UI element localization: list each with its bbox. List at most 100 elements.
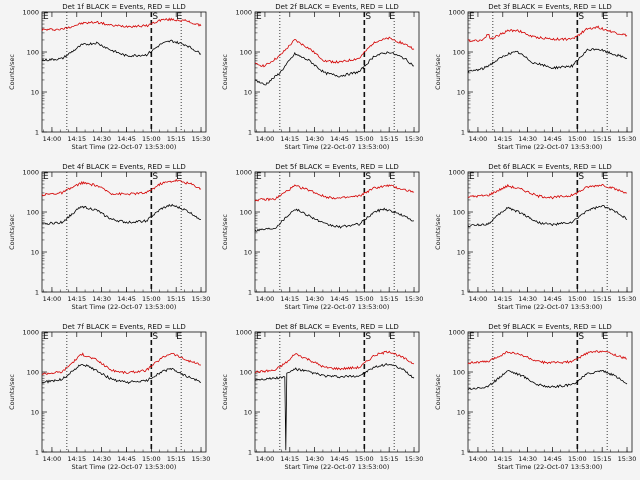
plot-frame xyxy=(254,171,420,293)
marker-left-e: E xyxy=(43,12,49,22)
y-tick-label: 1 xyxy=(461,128,465,136)
y-tick-label: 10 xyxy=(457,408,465,416)
y-tick-label: 1 xyxy=(248,128,252,136)
x-tick-label: 15:15 xyxy=(593,455,612,463)
y-tick-label: 100 xyxy=(240,368,252,376)
y-tick-label: 1 xyxy=(35,448,39,456)
marker-left-e: E xyxy=(256,12,262,22)
y-tick-label: 100 xyxy=(240,48,252,56)
chart-svg-7f: Det 7f BLACK = Events, RED = LLD 1 10 100 10… xyxy=(8,323,210,471)
y-tick-label: 10 xyxy=(457,88,465,96)
marker-s: S xyxy=(578,332,584,342)
x-axis-label: Start Time (22-Oct-07 13:53:00) xyxy=(72,303,177,311)
y-tick-label: 100 xyxy=(453,208,465,216)
y-tick-label: 10 xyxy=(31,408,39,416)
plot-frame xyxy=(41,11,207,133)
y-axis-label: Counts/sec xyxy=(221,54,229,90)
marker-e: E xyxy=(176,332,182,342)
x-axis-label: Start Time (22-Oct-07 13:53:00) xyxy=(285,463,390,471)
marker-e: E xyxy=(602,12,608,22)
x-tick-label: 14:30 xyxy=(305,455,324,463)
x-tick-label: 15:15 xyxy=(167,295,186,303)
chart-svg-3f: Det 3f BLACK = Events, RED = LLD 1 10 100 10… xyxy=(434,3,637,151)
panel-title: Det 6f BLACK = Events, RED = LLD xyxy=(488,163,611,171)
marker-left-e: E xyxy=(43,172,49,182)
marker-s: S xyxy=(365,172,371,182)
x-tick-label: 14:30 xyxy=(518,135,537,143)
y-tick-label: 1 xyxy=(461,448,465,456)
panel-title: Det 8f BLACK = Events, RED = LLD xyxy=(275,323,398,331)
x-tick-label: 15:15 xyxy=(167,135,186,143)
x-tick-label: 15:15 xyxy=(593,295,612,303)
x-tick-label: 14:15 xyxy=(280,135,299,143)
marker-s: S xyxy=(365,332,371,342)
y-tick-label: 10 xyxy=(244,88,252,96)
x-tick-label: 14:45 xyxy=(330,135,349,143)
x-tick-label: 14:30 xyxy=(305,135,324,143)
x-tick-label: 14:00 xyxy=(469,295,488,303)
x-tick-label: 14:30 xyxy=(92,135,111,143)
y-axis-label: Counts/sec xyxy=(434,54,442,90)
series-lld-red xyxy=(41,178,202,197)
x-tick-label: 15:30 xyxy=(192,295,211,303)
x-tick-label: 14:15 xyxy=(67,295,86,303)
y-axis-label: Counts/sec xyxy=(434,214,442,250)
x-tick-label: 14:45 xyxy=(117,135,136,143)
x-tick-label: 14:15 xyxy=(280,295,299,303)
chart-svg-8f: Det 8f BLACK = Events, RED = LLD 1 10 100 10… xyxy=(221,323,424,471)
x-tick-label: 14:15 xyxy=(493,135,512,143)
x-tick-label: 15:00 xyxy=(142,135,161,143)
marker-s: S xyxy=(152,332,158,342)
x-tick-label: 15:15 xyxy=(593,135,612,143)
series-lld-red xyxy=(254,350,415,374)
chart-panel-6f: Det 6f BLACK = Events, RED = LLD 1 10 100 10… xyxy=(426,160,639,320)
x-tick-label: 14:30 xyxy=(518,455,537,463)
marker-e: E xyxy=(389,332,395,342)
y-tick-label: 10 xyxy=(31,248,39,256)
chart-panel-7f: Det 7f BLACK = Events, RED = LLD 1 10 100 10… xyxy=(0,320,213,480)
x-axis-label: Start Time (22-Oct-07 13:53:00) xyxy=(498,463,603,471)
x-tick-label: 14:15 xyxy=(67,455,86,463)
x-tick-label: 15:30 xyxy=(405,455,424,463)
y-axis-label: Counts/sec xyxy=(8,54,16,90)
chart-svg-9f: Det 9f BLACK = Events, RED = LLD 1 10 100 10… xyxy=(434,323,636,471)
x-tick-label: 15:15 xyxy=(380,135,399,143)
x-tick-label: 14:15 xyxy=(67,135,86,143)
x-tick-label: 14:00 xyxy=(469,135,488,143)
y-tick-label: 100 xyxy=(453,368,465,376)
chart-svg-6f: Det 6f BLACK = Events, RED = LLD 1 10 100 10… xyxy=(434,163,636,311)
marker-left-e: E xyxy=(43,332,49,342)
x-tick-label: 14:00 xyxy=(256,135,275,143)
marker-left-e: E xyxy=(469,332,475,342)
marker-s: S xyxy=(152,172,158,182)
series-events-black xyxy=(467,369,628,390)
marker-e: E xyxy=(176,12,182,22)
marker-e: E xyxy=(602,332,608,342)
chart-panel-2f: Det 2f BLACK = Events, RED = LLD 1 10 100 10… xyxy=(213,0,426,160)
series-events-black xyxy=(254,207,414,232)
chart-svg-2f: Det 2f BLACK = Events, RED = LLD 1 10 100 10… xyxy=(221,3,423,151)
y-tick-label: 1 xyxy=(248,448,252,456)
panel-title: Det 4f BLACK = Events, RED = LLD xyxy=(62,163,185,171)
series-events-black xyxy=(254,363,415,451)
x-tick-label: 14:00 xyxy=(256,295,275,303)
x-tick-label: 15:30 xyxy=(405,295,424,303)
y-tick-label: 1000 xyxy=(235,8,252,16)
y-tick-label: 1 xyxy=(248,288,252,296)
x-tick-label: 14:45 xyxy=(543,455,562,463)
x-tick-label: 15:00 xyxy=(568,455,587,463)
marker-e: E xyxy=(389,172,395,182)
marker-left-e: E xyxy=(256,172,262,182)
chart-panel-3f: Det 3f BLACK = Events, RED = LLD 1 10 100 10… xyxy=(426,0,639,160)
chart-panel-4f: Det 4f BLACK = Events, RED = LLD 1 10 100 10… xyxy=(0,160,213,320)
y-axis-label: Counts/sec xyxy=(8,374,16,410)
x-tick-label: 14:45 xyxy=(117,295,136,303)
x-tick-label: 15:30 xyxy=(618,135,637,143)
y-tick-label: 1000 xyxy=(448,168,465,176)
marker-e: E xyxy=(389,12,395,22)
series-lld-red xyxy=(467,350,628,365)
y-tick-label: 1000 xyxy=(22,168,39,176)
x-tick-label: 15:30 xyxy=(192,135,211,143)
x-tick-label: 15:00 xyxy=(568,295,587,303)
